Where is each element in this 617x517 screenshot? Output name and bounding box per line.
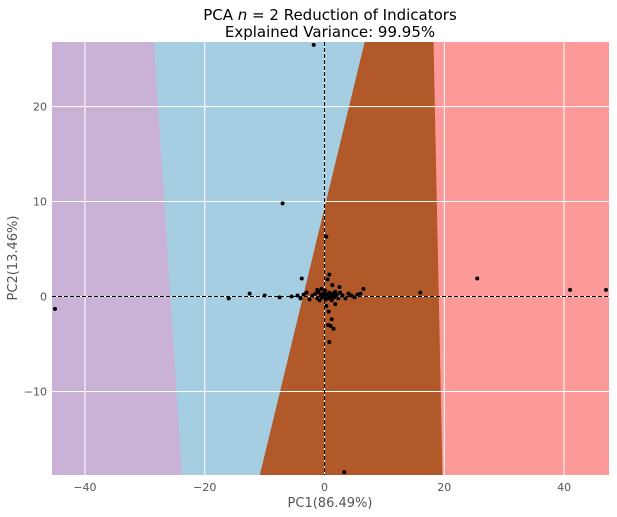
data-point bbox=[324, 234, 329, 239]
y-axis-ticks: −10 0 10 20 bbox=[24, 101, 47, 399]
title-suffix: Reduction of Indicators bbox=[279, 6, 457, 24]
data-point bbox=[226, 296, 231, 301]
data-point bbox=[327, 340, 332, 345]
data-point bbox=[325, 277, 330, 282]
data-point bbox=[342, 470, 347, 475]
data-point bbox=[247, 291, 252, 296]
data-point bbox=[317, 298, 322, 303]
x-tick-label: 0 bbox=[321, 481, 328, 494]
chart-subtitle: Explained Variance: 99.95% bbox=[225, 23, 435, 41]
data-point bbox=[334, 292, 339, 297]
data-point bbox=[313, 291, 318, 296]
data-point bbox=[349, 293, 354, 298]
data-point bbox=[327, 290, 332, 295]
data-point bbox=[326, 322, 331, 327]
data-point bbox=[307, 297, 312, 302]
data-point bbox=[358, 291, 363, 296]
data-point bbox=[336, 296, 341, 301]
data-point bbox=[352, 295, 357, 300]
data-point bbox=[330, 283, 335, 288]
data-point bbox=[323, 288, 328, 293]
data-point bbox=[337, 284, 342, 289]
data-point bbox=[295, 293, 300, 298]
x-axis-ticks: −40 −20 0 20 40 bbox=[73, 481, 571, 494]
data-point bbox=[331, 326, 336, 331]
data-point bbox=[475, 276, 480, 281]
y-tick-label: 0 bbox=[40, 290, 47, 303]
data-point bbox=[299, 276, 304, 281]
x-axis-label: PC1(86.49%) bbox=[288, 496, 373, 511]
data-point bbox=[319, 286, 324, 291]
data-point bbox=[262, 293, 267, 298]
y-axis-label: PC2(13.46%) bbox=[6, 216, 21, 301]
data-point bbox=[277, 295, 282, 300]
data-point bbox=[346, 291, 351, 296]
data-point bbox=[311, 42, 316, 47]
data-point bbox=[329, 317, 334, 322]
y-tick-label: −10 bbox=[24, 385, 47, 398]
data-point bbox=[298, 296, 303, 301]
chart-title: PCA n = 2 Reduction of Indicators bbox=[203, 6, 457, 24]
data-point bbox=[604, 287, 609, 292]
data-point bbox=[326, 309, 331, 314]
data-point bbox=[340, 293, 345, 298]
data-point bbox=[304, 290, 309, 295]
data-point bbox=[324, 303, 329, 308]
y-tick-label: 20 bbox=[33, 101, 47, 114]
data-point bbox=[289, 294, 294, 299]
title-eq: = 2 bbox=[247, 6, 279, 24]
data-point bbox=[328, 294, 333, 299]
data-point bbox=[280, 201, 285, 206]
data-point bbox=[568, 287, 573, 292]
data-point bbox=[343, 296, 348, 301]
y-tick-label: 10 bbox=[33, 196, 47, 209]
data-point bbox=[301, 292, 306, 297]
data-point bbox=[338, 290, 343, 295]
title-prefix: PCA bbox=[203, 6, 238, 24]
data-point bbox=[315, 287, 320, 292]
data-point bbox=[52, 306, 57, 311]
data-point bbox=[327, 272, 332, 277]
data-point bbox=[329, 298, 334, 303]
data-point bbox=[333, 302, 338, 307]
data-point bbox=[310, 293, 315, 298]
x-tick-label: 40 bbox=[557, 481, 571, 494]
data-point bbox=[332, 295, 337, 300]
x-tick-label: −20 bbox=[193, 481, 216, 494]
x-tick-label: −40 bbox=[73, 481, 96, 494]
x-tick-label: 20 bbox=[437, 481, 451, 494]
data-point bbox=[361, 286, 366, 291]
plot-area bbox=[52, 42, 609, 475]
title-n: n bbox=[238, 6, 248, 24]
data-point bbox=[418, 290, 423, 295]
